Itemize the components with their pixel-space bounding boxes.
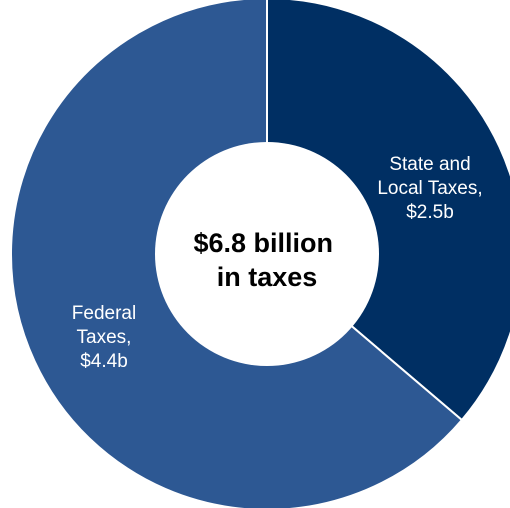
slice-label-line: $4.4b [80,351,128,372]
slice-label-line: Federal [72,303,136,324]
center-label-line-1: $6.8 billion [193,228,333,258]
slice-label-line: Local Taxes, [377,178,482,199]
slice-label-federal-taxes: Federal Taxes, $4.4b [72,303,136,372]
slice-label-line: Taxes, [77,327,132,348]
center-label-line-2: in taxes [217,262,318,292]
center-label: $6.8 billion in taxes [193,228,340,292]
slice-label-line: State and [389,154,470,175]
slice-label-state-and-local-taxes: State and Local Taxes, $2.5b [377,154,482,223]
slice-labels: State and Local Taxes, $2.5b Federal Taxes, $… [72,154,483,372]
slice-label-line: $2.5b [406,202,454,223]
donut-hole [155,142,379,366]
pie-slice-state-and-local-taxes [266,0,510,422]
